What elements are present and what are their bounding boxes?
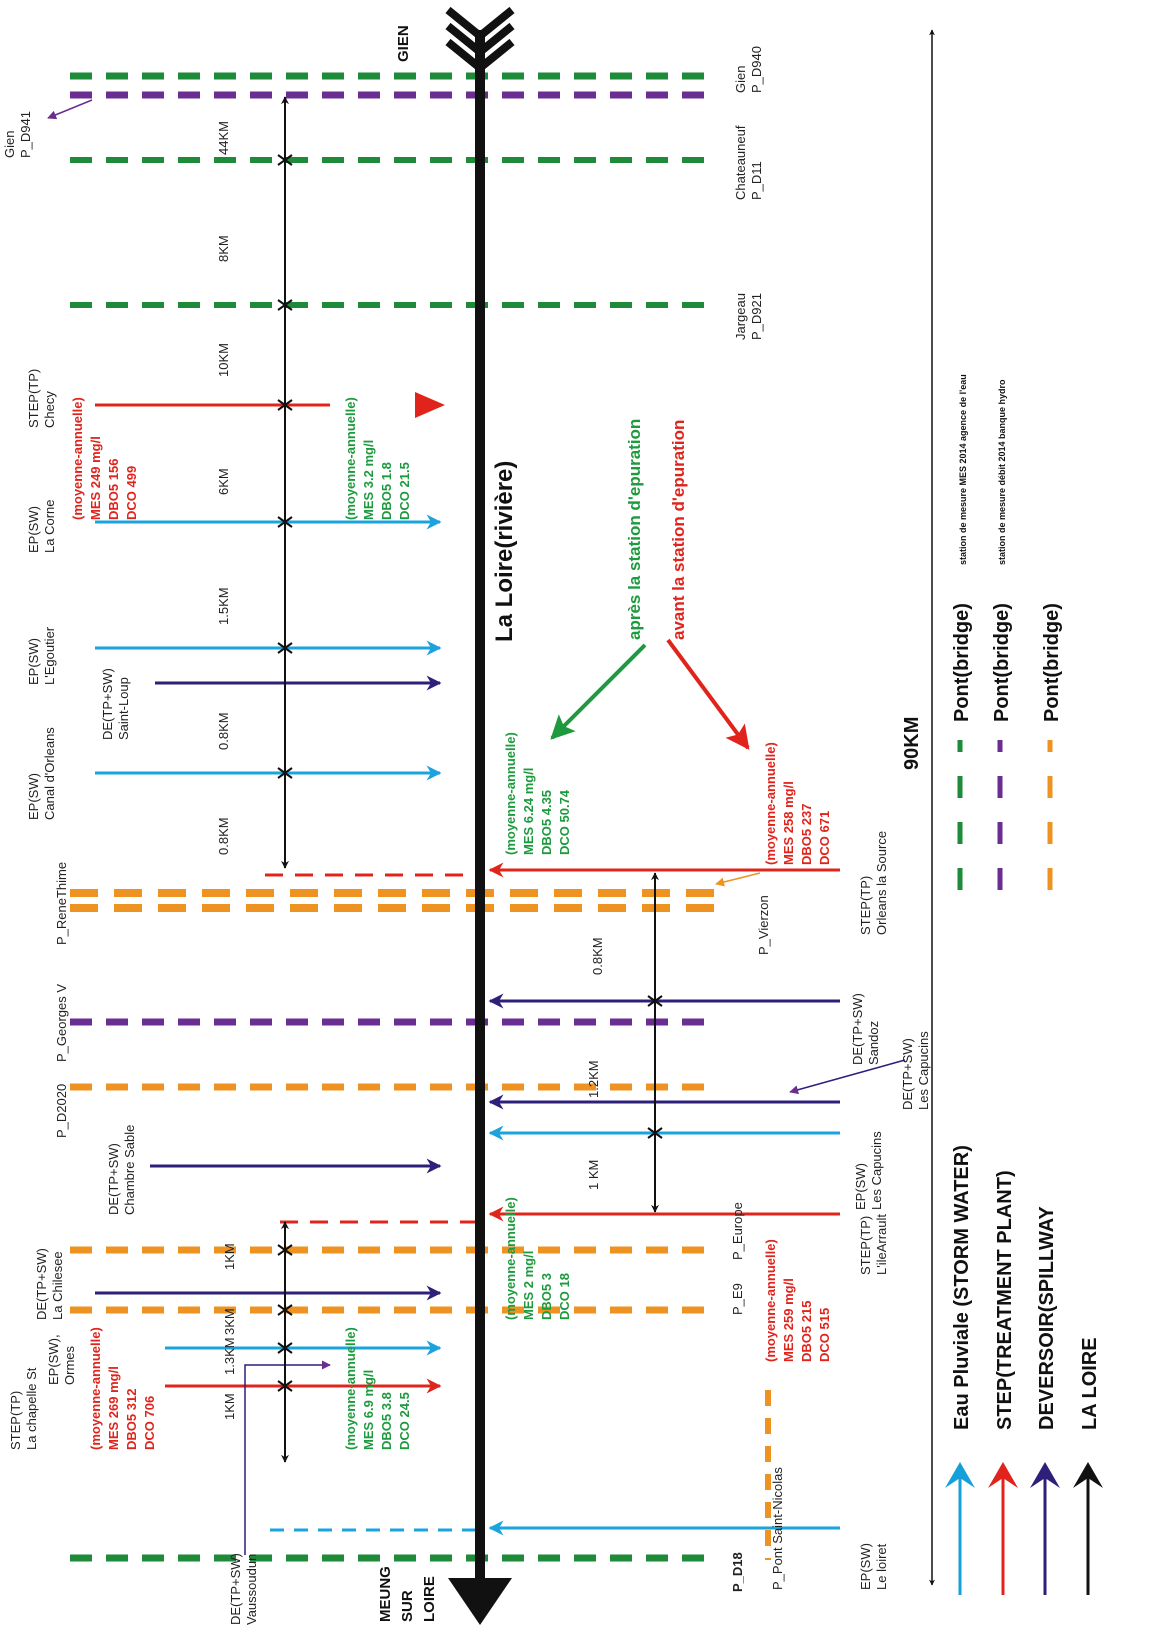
distance-left-8: 3KM (222, 1308, 237, 1335)
station-arrows (550, 638, 750, 750)
bridge-label-e9: P_E9 (730, 1283, 745, 1315)
measure-left-ticks (277, 154, 663, 1392)
source-labels-right: STEP(TP)Orleans la Source DE(TP+SW)Sandoz… (850, 831, 931, 1590)
quality-block-0: (moyenne-annuelle) MES 249 mg/l DBO5 156 DC… (70, 397, 139, 520)
legend-arrow-label-deversoir: DEVERSOIR(SPILLWAY (1036, 1206, 1058, 1430)
legend-arrow-label-treatment: STEP(TREATMENT PLANT) (994, 1170, 1016, 1430)
legend-bridge-label-3: Pont(bridge) (1041, 603, 1063, 722)
total-distance-label: 90KM (901, 717, 923, 770)
distance-left-0: 44KM (216, 121, 231, 155)
distance-left-1: 8KM (216, 235, 231, 262)
distance-left-7: 1KM (222, 1243, 237, 1270)
bridge-lines (70, 72, 771, 1562)
downstream-label-3: LOIRE (421, 1576, 438, 1622)
labels: La Loire(rivière) GIEN MEUNG SUR LOIRE P… (2, 25, 931, 1625)
source-label-left-6: DE(TP+SW)La Chilesee (34, 1248, 65, 1320)
distance-left-4: 1.5KM (216, 587, 231, 625)
before-station-label: avant la station d'epuration (669, 420, 688, 640)
source-label-left-9: DE(TP+SW)Vaussoudun (228, 1553, 259, 1625)
upstream-label: GIEN (395, 25, 412, 62)
after-station-arrow (550, 643, 647, 740)
source-label-left-0: STEP(TP)Checy (26, 369, 57, 428)
source-label-right-5: EP(SW)Le loiret (858, 1543, 889, 1590)
distance-left-3: 6KM (216, 468, 231, 495)
arrow-capucins-pointer (789, 1059, 906, 1095)
bridge-label-vierzon: P_Vierzon (756, 895, 771, 955)
distance-left-9: 1.3KM (222, 1337, 237, 1375)
quality-blocks: (moyenne-annuelle) MES 249 mg/l DBO5 156 DC… (70, 397, 832, 1450)
legend-arrow-storm-head (945, 1462, 975, 1488)
source-label-left-7: EP(SW),Ormes (46, 1334, 77, 1385)
arrow-checy-head (415, 392, 445, 418)
distance-left-5: 0.8KM (216, 712, 231, 750)
quality-block-2: (moyenne-annuelle) MES 6.24 mg/l DBO5 4.35… (503, 732, 572, 855)
bridge-label-europe: P_Europe (730, 1202, 745, 1260)
quality-block-4: (moyenne-annuelle) MES 2 mg/l DBO5 3 DCO 18 (503, 1197, 572, 1320)
river-title: La Loire(rivière) (491, 461, 518, 642)
distance-left-10: 1KM (222, 1393, 237, 1420)
source-label-right-4: STEP(TP)L'ileArrault (858, 1214, 889, 1275)
legend-arrow-river-head (1073, 1462, 1103, 1488)
bridge-label-pont-saint-nicolas: P_Pont Saint-Nicolas (770, 1467, 785, 1590)
bridge-label-georges-v: P_Georges V (54, 984, 69, 1062)
source-label-right-3: EP(SW)Les Capucins (853, 1131, 884, 1210)
legend-bridge-note-2: station de mesure débit 2014 banque hydr… (997, 379, 1007, 565)
distance-left-6: 0.8KM (216, 817, 231, 855)
legend-bridge-label-2: Pont(bridge) (991, 603, 1013, 722)
river-mouth-arrowhead (448, 1578, 512, 1625)
arrow-vaussoudun-spillway (244, 1360, 331, 1555)
legend-bridge-note-1: station de mesure MES 2014 agence de l'e… (958, 374, 968, 565)
distance-left-2: 10KM (216, 343, 231, 377)
after-station-label: après la station d'epuration (625, 419, 644, 640)
quality-block-6: (moyenne-annuelle) MES 6.9 mg/l DBO5 3.8 DC… (343, 1327, 412, 1450)
legend-arrow-deversoir-head (1030, 1462, 1060, 1488)
before-station-arrow (666, 638, 750, 750)
legend-arrow-label-storm: Eau Pluviale (STORM WATER) (951, 1145, 973, 1430)
distance-right-2: 1 KM (586, 1160, 601, 1190)
downstream-label-1: MEUNG (377, 1566, 394, 1622)
source-label-left-4: EP(SW)Canal d'Orleans (26, 727, 57, 820)
quality-block-5: (moyenne-annuelle) MES 259 mg/l DBO5 215 DC… (763, 1239, 832, 1362)
legend-arrow-label-river: LA LOIRE (1079, 1337, 1101, 1430)
quality-block-3: (moyenne-annuelle) MES 258 mg/l DBO5 237 DC… (763, 742, 832, 865)
bridge-label-gien-d940: GienP_D940 (733, 46, 764, 93)
distance-right-0: 0.8KM (590, 937, 605, 975)
bridge-label-rene-thime: P_ReneThime (54, 862, 69, 945)
quality-block-7: (moyenne-annuelle) MES 269 mg/l DBO5 312 DC… (88, 1327, 157, 1450)
source-labels-left: STEP(TP)Checy EP(SW)La Corne EP(SW)L'Egout… (8, 369, 259, 1625)
bridge-label-d18: P_D18 (730, 1552, 745, 1592)
legend-arrow-treatment-head (988, 1462, 1018, 1488)
bridge-label-gien-d941: GienP_D941 (2, 111, 33, 158)
distance-labels: 44KM 8KM 10KM 6KM 1.5KM 0.8KM 0.8KM 1KM 3KM 1.3KM… (216, 121, 605, 1420)
quality-block-1: (moyenne-annuelle) MES 3.2 mg/l DBO5 1.8 DC… (343, 397, 412, 520)
bridge-label-d2020: P_D2020 (54, 1084, 69, 1138)
arrow-gien-d941-pointer (47, 99, 93, 120)
legend: Pont(bridge) Pont(bridge) Pont(bridge) s… (945, 374, 1103, 1595)
left-inflow-arrows (47, 99, 445, 1555)
source-label-right-1: DE(TP+SW)Sandoz (850, 993, 881, 1065)
bridge-label-jargeau: JargeauP_D921 (733, 293, 764, 340)
arrow-vierzon-pointer (715, 872, 761, 887)
distance-right-1: 1.2KM (586, 1060, 601, 1098)
source-label-right-2: DE(TP+SW)Les Capucins (900, 1031, 931, 1110)
river-source-chevrons (445, 6, 515, 74)
source-label-left-2: EP(SW)L'Egoutier (26, 626, 57, 685)
bridge-label-chateauneuf: ChateauneufP_D11 (733, 125, 764, 200)
source-label-left-8: STEP(TP)La chapelle St (8, 1367, 39, 1450)
river (445, 6, 515, 1625)
distance-measures (277, 29, 935, 1586)
downstream-label-2: SUR (399, 1590, 416, 1622)
source-label-right-0: STEP(TP)Orleans la Source (858, 831, 889, 935)
legend-bridge-label-1: Pont(bridge) (951, 603, 973, 722)
source-label-left-5: DE(TP+SW)Chambre Sable (106, 1125, 137, 1215)
source-label-left-3: DE(TP+SW)Saint-Loup (100, 668, 131, 740)
source-label-left-1: EP(SW)La Corne (26, 500, 57, 553)
right-inflow-arrows (488, 862, 906, 1536)
